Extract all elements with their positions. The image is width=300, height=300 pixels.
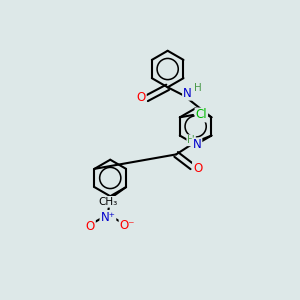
Text: O: O (193, 162, 202, 175)
Text: H: H (194, 83, 201, 93)
Text: O⁻: O⁻ (120, 219, 135, 232)
Text: CH₃: CH₃ (99, 197, 118, 207)
Text: N⁺: N⁺ (100, 211, 115, 224)
Text: N: N (193, 139, 201, 152)
Text: Cl: Cl (196, 109, 207, 122)
Text: H: H (187, 135, 195, 145)
Text: O: O (85, 220, 95, 233)
Text: N: N (183, 87, 192, 100)
Text: O: O (136, 92, 146, 104)
